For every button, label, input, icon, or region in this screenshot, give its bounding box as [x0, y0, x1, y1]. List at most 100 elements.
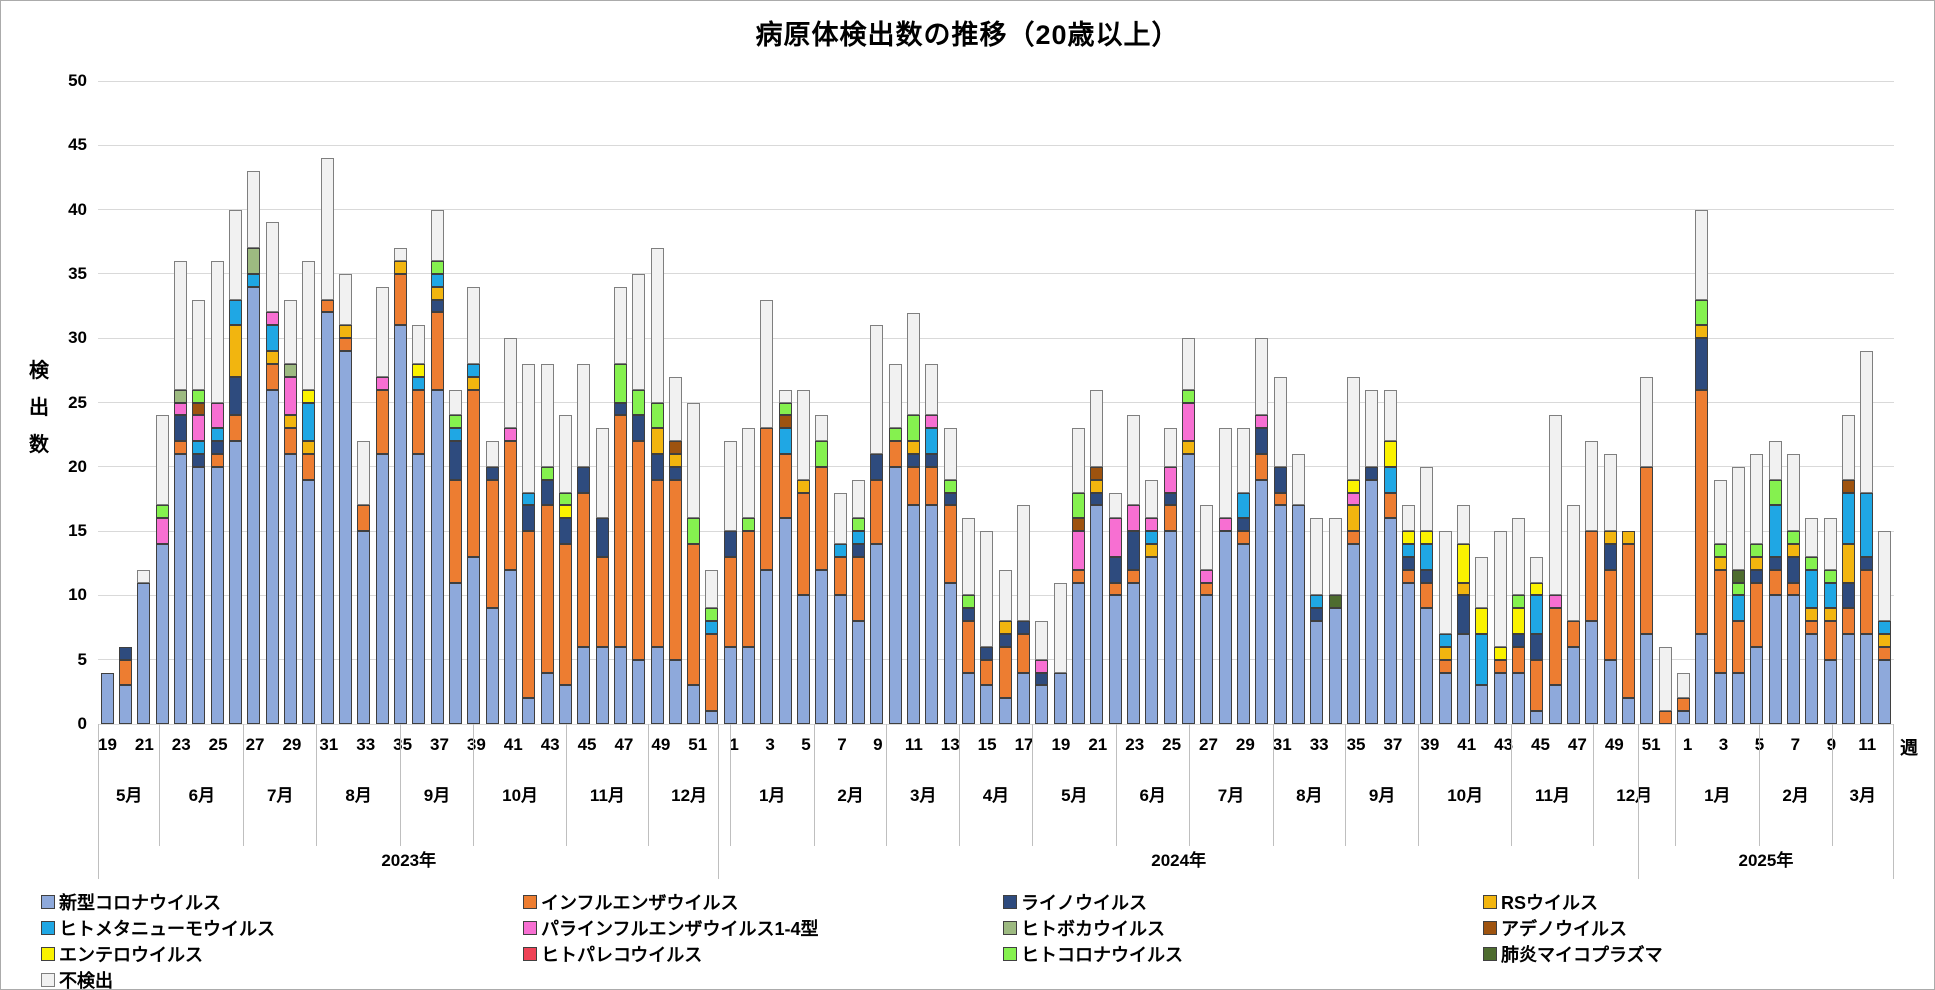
segment-covid: [833, 595, 847, 724]
segment-hcov: [705, 608, 719, 622]
segment-boca: [247, 248, 261, 274]
segment-flu: [1878, 646, 1892, 660]
segment-hcov: [613, 363, 627, 403]
bar-2024-w25: [1163, 428, 1177, 724]
bar-2024-w18: [1035, 621, 1049, 724]
month-axis-band: 5月 6月 7月 8月 9月 10月 11月 12月 1月 2月 3月 4月 5月 6月 7月 8月 9月 10月…: [98, 724, 1894, 846]
segment-hmpv: [1768, 505, 1782, 557]
segment-rhino: [980, 646, 994, 660]
segment-rs: [1090, 479, 1104, 493]
bar-2023-w24: [192, 299, 206, 724]
bar-2024-w43: [1493, 531, 1507, 724]
segment-hcov: [540, 466, 554, 480]
legend-item-hcov: ヒトコロナウイルス: [1003, 941, 1183, 967]
bar-2024-w35: [1346, 376, 1360, 724]
month-label: 1月: [758, 786, 786, 805]
bar-2024-w12: [925, 363, 939, 724]
segment-para: [283, 376, 297, 416]
segment-covid: [1841, 633, 1855, 724]
bar-slot: [245, 81, 263, 724]
x-week-label: 1: [1682, 735, 1693, 754]
segment-none: [852, 479, 866, 519]
segment-hmpv: [210, 428, 224, 442]
segment-flu: [943, 505, 957, 583]
segment-flu: [173, 441, 187, 454]
segment-none: [1053, 582, 1067, 673]
bar-2024-w19: [1053, 582, 1067, 724]
bar-slot: [1088, 81, 1106, 724]
month-label: 6月: [1139, 786, 1166, 805]
segment-none: [1182, 338, 1196, 390]
segment-covid: [302, 479, 316, 724]
segment-none: [1511, 518, 1525, 596]
segment-none: [815, 415, 829, 442]
segment-covid: [852, 621, 866, 724]
segment-covid: [173, 453, 187, 724]
segment-none: [412, 325, 426, 364]
segment-rhino: [1163, 492, 1177, 506]
bar-2024-w9: [870, 325, 884, 724]
segment-para: [1346, 492, 1360, 506]
segment-rhino: [613, 402, 627, 416]
bar-slot: [1821, 81, 1839, 724]
segment-covid: [1805, 633, 1819, 724]
segment-hmpv: [1805, 569, 1819, 609]
chart-title: 病原体検出数の推移（20歳以上）: [755, 20, 1180, 50]
legend-item-entero: エンテロウイルス: [41, 941, 275, 967]
legend-label: アデノウイルス: [1501, 919, 1627, 939]
bar-2024-w17: [1017, 505, 1031, 724]
bar-2024-w46: [1548, 415, 1562, 724]
bar-2024-w28: [1218, 428, 1232, 724]
bar-slot: [1491, 81, 1509, 724]
segment-flu: [998, 646, 1012, 699]
month-label: 10月: [1447, 786, 1484, 805]
segment-covid: [320, 312, 334, 724]
segment-covid: [1676, 711, 1690, 724]
segment-none: [595, 428, 609, 519]
segment-none: [485, 441, 499, 467]
bar-2024-w3: [760, 299, 774, 724]
bar-2024-w39: [1420, 466, 1434, 724]
segment-flu: [742, 531, 756, 647]
segment-rhino: [1750, 569, 1764, 583]
segment-para: [1218, 518, 1232, 532]
bar-2024-w40: [1438, 531, 1452, 724]
segment-rs: [907, 441, 921, 454]
segment-covid: [522, 698, 536, 724]
segment-none: [375, 286, 389, 377]
x-week-label: 15: [977, 735, 997, 754]
month-group: 7月: [1190, 724, 1274, 846]
bar-2023-w47: [613, 286, 627, 724]
segment-rhino: [998, 633, 1012, 647]
segment-rs: [393, 261, 407, 274]
segment-flu: [1621, 543, 1635, 699]
segment-rhino: [558, 518, 572, 544]
bar-slot: [410, 81, 428, 724]
segment-flu: [705, 633, 719, 712]
x-week-label: 31: [319, 735, 339, 754]
bar-slot: [520, 81, 538, 724]
bar-slot: [1748, 81, 1766, 724]
month-label: 6月: [188, 786, 216, 805]
legend-label: 新型コロナウイルス: [59, 893, 221, 913]
x-week-label: 37: [430, 735, 449, 754]
legend-label: RSウイルス: [1501, 893, 1599, 913]
legend-swatch: [1483, 947, 1497, 961]
bar-2024-w13: [943, 428, 957, 724]
bar-slot: [1234, 81, 1252, 724]
bar-2025-w12: [1878, 531, 1892, 724]
segment-rhino: [962, 608, 976, 622]
legend-label: インフルエンザウイルス: [541, 893, 739, 913]
segment-flu: [1401, 569, 1415, 583]
gridline: [98, 402, 1894, 403]
segment-covid: [1127, 582, 1141, 724]
segment-rhino: [1695, 338, 1709, 390]
bar-slot: [1124, 81, 1142, 724]
bar-2023-w36: [412, 325, 426, 724]
segment-para: [1072, 531, 1086, 570]
segment-covid: [1017, 672, 1031, 724]
segment-hcov: [1072, 492, 1086, 519]
segment-none: [1218, 428, 1232, 519]
segment-entero: [302, 389, 316, 403]
segment-covid: [1438, 672, 1452, 724]
